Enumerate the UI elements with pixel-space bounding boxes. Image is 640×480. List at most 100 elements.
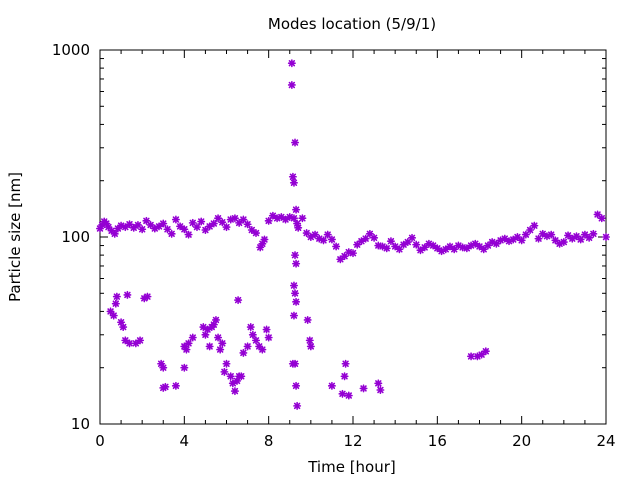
data-point (477, 350, 486, 359)
data-point (517, 236, 526, 245)
data-point (292, 297, 301, 306)
data-point (338, 389, 347, 398)
data-point (220, 367, 229, 376)
data-point (429, 241, 438, 250)
data-point (291, 138, 300, 147)
data-point (374, 379, 383, 388)
data-point (289, 281, 298, 290)
data-point (323, 230, 332, 239)
data-point (292, 205, 301, 214)
data-point (559, 238, 568, 247)
x-tick-label: 0 (95, 432, 105, 450)
data-point (291, 251, 300, 260)
x-tick-label: 4 (180, 432, 190, 450)
data-point (289, 178, 298, 187)
data-point (205, 342, 214, 351)
data-point (376, 385, 385, 394)
data-point (109, 311, 118, 320)
x-tick-label: 12 (343, 432, 362, 450)
data-point (551, 236, 560, 245)
data-point (298, 214, 307, 223)
data-point (564, 231, 573, 240)
data-point (218, 339, 227, 348)
data-point (359, 384, 368, 393)
data-point (171, 215, 180, 224)
data-point (222, 223, 231, 232)
data-point (576, 235, 585, 244)
data-point (230, 214, 239, 223)
x-tick-label: 8 (264, 432, 274, 450)
data-point (327, 235, 336, 244)
data-point (530, 221, 539, 230)
data-point (155, 222, 164, 231)
chart-title: Modes location (5/9/1) (268, 15, 436, 33)
data-point (246, 323, 255, 332)
data-point (184, 230, 193, 239)
data-point (201, 330, 210, 339)
data-point (239, 348, 248, 357)
data-point (580, 230, 589, 239)
data-point (288, 172, 297, 181)
data-point (467, 352, 476, 361)
data-point (287, 80, 296, 89)
data-point (303, 315, 312, 324)
data-point (291, 289, 300, 298)
data-point (268, 211, 277, 220)
y-axis-label: Particle size [nm] (6, 172, 24, 302)
data-point (159, 219, 168, 228)
data-point (133, 220, 142, 229)
data-point (171, 381, 180, 390)
data-point (237, 372, 246, 381)
data-point (481, 347, 490, 356)
data-point (136, 336, 145, 345)
data-point (521, 230, 530, 239)
data-point (341, 359, 350, 368)
data-point (143, 292, 152, 301)
data-point (176, 222, 185, 231)
data-point (252, 229, 261, 238)
data-point (209, 219, 218, 228)
data-point (293, 401, 302, 410)
data-point (125, 339, 134, 348)
data-point (589, 229, 598, 238)
data-point (239, 215, 248, 224)
data-point (287, 59, 296, 68)
x-tick-label: 20 (512, 432, 531, 450)
data-point (292, 381, 301, 390)
data-point (226, 372, 235, 381)
data-point (327, 381, 336, 390)
data-point (332, 242, 341, 251)
data-point (348, 249, 358, 258)
data-point (197, 217, 206, 226)
data-point (258, 345, 267, 354)
data-point (585, 233, 594, 242)
data-point (216, 345, 225, 354)
data-point (262, 325, 271, 334)
data-point (188, 333, 197, 342)
x-tick-labels: 0 4 8 12 16 20 24 (95, 432, 615, 450)
data-point (119, 323, 128, 332)
data-point (412, 240, 421, 249)
data-point (302, 229, 311, 238)
data-point (243, 220, 252, 229)
data-point (218, 218, 227, 227)
data-point (184, 339, 193, 348)
data-point (209, 320, 218, 329)
data-point (243, 342, 252, 351)
data-point (110, 229, 119, 238)
data-point (306, 342, 315, 351)
data-point (211, 315, 220, 324)
x-axis-label: Time [hour] (307, 458, 396, 476)
data-point (260, 235, 269, 244)
data-point (289, 311, 298, 320)
data-point (601, 233, 611, 241)
data-point (292, 259, 301, 268)
data-point (234, 296, 243, 305)
data-points (96, 59, 611, 410)
data-point (291, 359, 300, 368)
data-point (228, 379, 237, 388)
data-point (138, 225, 147, 234)
plot-area-frame (99, 49, 607, 425)
data-point (248, 330, 257, 339)
